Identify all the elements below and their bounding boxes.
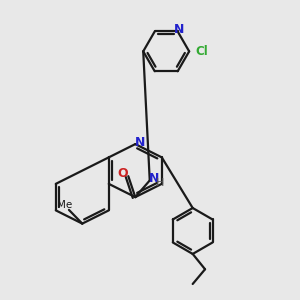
Text: Me: Me — [57, 200, 72, 211]
Text: N: N — [148, 172, 159, 185]
Text: N: N — [174, 23, 184, 37]
Text: O: O — [118, 167, 128, 180]
Text: H: H — [156, 178, 164, 188]
Text: N: N — [134, 136, 145, 149]
Text: Cl: Cl — [195, 45, 208, 58]
